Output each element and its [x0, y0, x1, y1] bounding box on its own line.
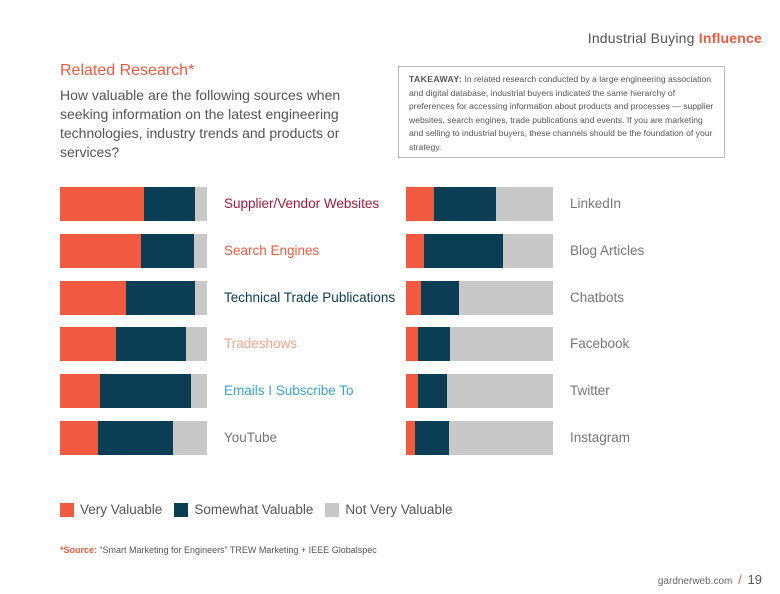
bar-segment-very [406, 187, 434, 221]
bar-segment-very [60, 281, 127, 315]
bar-linkedin [406, 187, 553, 221]
takeaway-label: TAKEAWAY: [409, 74, 463, 84]
bar-label-chatbots: Chatbots [570, 290, 625, 305]
bar-segment-very [60, 187, 144, 221]
bar-label-blog-articles: Blog Articles [570, 243, 645, 258]
bar-segment-not [173, 421, 207, 455]
legend-swatch-not [325, 502, 340, 517]
bar-segment-not [448, 421, 553, 455]
page-header-title: Industrial Buying Influence [588, 30, 762, 46]
survey-question: How valuable are the following sources w… [60, 87, 341, 160]
bar-segment-not [195, 187, 207, 221]
bar-label-search-engines: Search Engines [224, 243, 320, 258]
bar-segment-somewhat [126, 281, 196, 315]
footer-slash: / [738, 572, 742, 587]
bar-segment-not [503, 234, 553, 268]
bar-label-facebook: Facebook [570, 336, 630, 351]
bar-segment-very [60, 421, 99, 455]
bar-youtube [60, 421, 207, 455]
bar-segment-somewhat [143, 187, 196, 221]
bar-segment-somewhat [115, 327, 187, 361]
bar-segment-very [60, 327, 116, 361]
chart-legend: Very Valuable Somewhat Valuable Not Very… [60, 502, 464, 517]
bar-segment-somewhat [99, 374, 191, 408]
bar-segment-somewhat [98, 421, 174, 455]
bar-segment-not [458, 281, 553, 315]
bar-segment-very [406, 421, 415, 455]
section-title: Related Research* [60, 62, 195, 79]
bar-twitter [406, 374, 553, 408]
bar-segment-very [406, 327, 418, 361]
bar-segment-not [190, 374, 207, 408]
legend-item-somewhat: Somewhat Valuable [174, 502, 313, 517]
bar-technical-trade-publications [60, 281, 207, 315]
source-text: “Smart Marketing for Engineers” TREW Mar… [99, 545, 377, 555]
bar-segment-very [406, 374, 418, 408]
bar-tradeshows [60, 327, 207, 361]
bar-segment-very [406, 281, 421, 315]
bar-emails-i-subscribe-to [60, 374, 207, 408]
bar-segment-somewhat [417, 327, 451, 361]
bar-segment-not [193, 234, 207, 268]
bar-label-twitter: Twitter [570, 383, 610, 398]
bar-search-engines [60, 234, 207, 268]
bar-segment-somewhat [417, 374, 448, 408]
footer-site: gardnerweb.com [657, 576, 733, 587]
takeaway-box: TAKEAWAY: In related research conducted … [398, 66, 725, 158]
legend-item-very: Very Valuable [60, 502, 162, 517]
bar-segment-very [406, 234, 424, 268]
page-number: 19 [747, 572, 762, 587]
bar-segment-somewhat [420, 281, 459, 315]
bar-chatbots [406, 281, 553, 315]
legend-label-somewhat: Somewhat Valuable [194, 502, 314, 517]
bar-segment-somewhat [414, 421, 449, 455]
bar-label-youtube: YouTube [224, 430, 278, 445]
header-title-accent: Influence [698, 30, 762, 46]
source-note: *Source: “Smart Marketing for Engineers”… [60, 545, 377, 555]
bar-segment-very [60, 374, 100, 408]
bar-label-emails-i-subscribe-to: Emails I Subscribe To [224, 383, 354, 398]
bar-label-supplier-vendor-websites: Supplier/Vendor Websites [224, 196, 380, 211]
legend-label-not: Not Very Valuable [345, 502, 453, 517]
bar-segment-not [195, 281, 207, 315]
bar-segment-somewhat [423, 234, 503, 268]
bar-segment-somewhat [140, 234, 194, 268]
legend-swatch-somewhat [174, 502, 189, 517]
source-label: *Source: [60, 545, 98, 555]
bar-label-linkedin: LinkedIn [570, 196, 622, 211]
header-title-plain: Industrial Buying [587, 30, 695, 46]
page-footer: gardnerweb.com / 19 [658, 572, 762, 587]
bar-segment-very [60, 234, 141, 268]
bar-facebook [406, 327, 553, 361]
bar-label-instagram: Instagram [570, 430, 631, 445]
bar-label-tradeshows: Tradeshows [224, 336, 298, 351]
takeaway-text: In related research conducted by a large… [409, 74, 714, 152]
bar-segment-somewhat [433, 187, 496, 221]
bar-segment-not [495, 187, 553, 221]
legend-swatch-very [60, 502, 74, 517]
bar-segment-not [450, 327, 553, 361]
bar-segment-not [447, 374, 553, 408]
bar-label-technical-trade-publications: Technical Trade Publications [224, 290, 396, 305]
bar-segment-not [186, 327, 207, 361]
legend-label-very: Very Valuable [80, 502, 163, 517]
bar-supplier-vendor-websites [60, 187, 207, 221]
legend-item-not: Not Very Valuable [325, 502, 452, 517]
bar-instagram [406, 421, 553, 455]
bar-blog-articles [406, 234, 553, 268]
